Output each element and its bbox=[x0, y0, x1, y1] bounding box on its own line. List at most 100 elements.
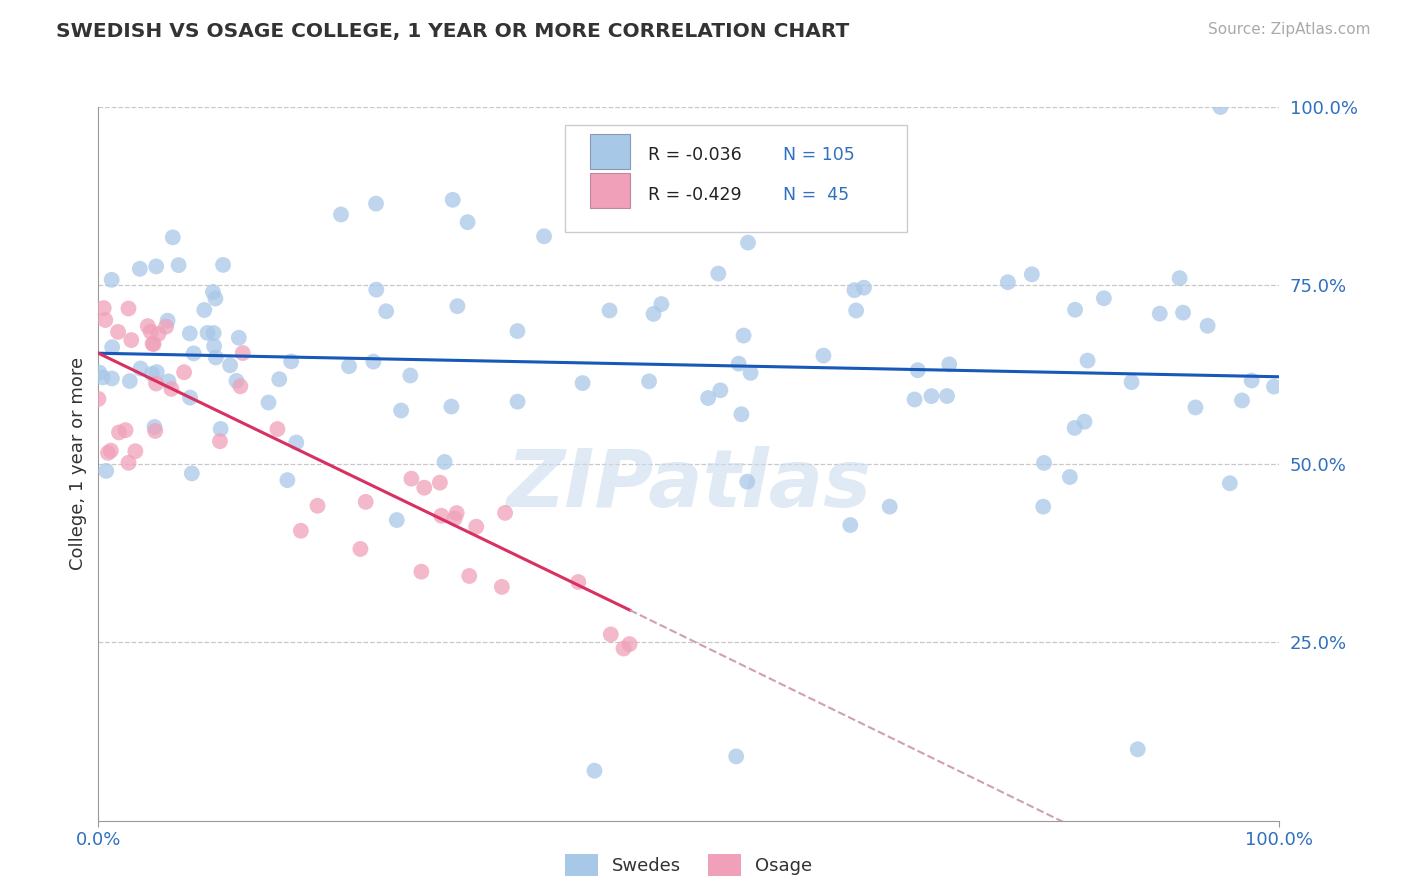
Point bbox=[142, 337, 165, 351]
Point bbox=[389, 403, 412, 417]
FancyBboxPatch shape bbox=[589, 173, 630, 209]
Point bbox=[443, 511, 465, 525]
Point bbox=[430, 508, 453, 523]
Point bbox=[173, 365, 195, 379]
Point bbox=[364, 196, 387, 211]
Point bbox=[93, 301, 115, 315]
Point bbox=[638, 375, 661, 389]
Point bbox=[1219, 476, 1241, 491]
Point bbox=[567, 574, 589, 589]
Point bbox=[1184, 401, 1206, 415]
Point bbox=[141, 367, 163, 381]
Point bbox=[136, 319, 159, 334]
Point bbox=[707, 267, 730, 281]
Point bbox=[108, 425, 131, 440]
Point bbox=[280, 354, 302, 368]
Point bbox=[465, 519, 488, 533]
Point bbox=[725, 749, 748, 764]
Point bbox=[1021, 268, 1043, 282]
Point bbox=[124, 444, 146, 458]
Point bbox=[1033, 456, 1056, 470]
Point bbox=[650, 297, 672, 311]
Point bbox=[349, 541, 371, 556]
Y-axis label: College, 1 year or more: College, 1 year or more bbox=[69, 358, 87, 570]
Point bbox=[117, 301, 139, 316]
Point bbox=[142, 336, 165, 351]
Point bbox=[139, 325, 162, 339]
Point bbox=[1197, 318, 1219, 333]
Point bbox=[193, 303, 215, 318]
Point bbox=[266, 422, 288, 436]
Point bbox=[354, 495, 377, 509]
Point bbox=[1063, 421, 1085, 435]
Point bbox=[118, 374, 141, 388]
Point bbox=[733, 328, 755, 343]
Point bbox=[401, 472, 423, 486]
Point bbox=[1230, 393, 1253, 408]
Point bbox=[457, 215, 479, 229]
Point bbox=[839, 518, 862, 533]
Point bbox=[156, 314, 179, 328]
Point bbox=[120, 333, 142, 347]
Point bbox=[735, 475, 758, 489]
Point bbox=[599, 303, 621, 318]
Text: SWEDISH VS OSAGE COLLEGE, 1 YEAR OR MORE CORRELATION CHART: SWEDISH VS OSAGE COLLEGE, 1 YEAR OR MORE… bbox=[56, 22, 849, 41]
Point bbox=[997, 275, 1019, 289]
Point bbox=[385, 513, 408, 527]
Point bbox=[204, 351, 226, 365]
Point bbox=[619, 637, 641, 651]
Point bbox=[709, 384, 731, 398]
Point bbox=[257, 395, 280, 409]
Point bbox=[107, 325, 129, 339]
Point bbox=[737, 235, 759, 250]
Point bbox=[128, 261, 150, 276]
Point bbox=[413, 481, 436, 495]
Point bbox=[440, 400, 463, 414]
Point bbox=[100, 273, 122, 287]
Point bbox=[1263, 379, 1285, 393]
Point bbox=[219, 359, 242, 373]
Text: R = -0.429: R = -0.429 bbox=[648, 186, 741, 203]
Point bbox=[212, 258, 235, 272]
Point bbox=[87, 392, 110, 406]
Point bbox=[225, 374, 247, 388]
Point bbox=[290, 524, 312, 538]
Point bbox=[229, 379, 252, 393]
Point bbox=[337, 359, 360, 374]
Point bbox=[458, 569, 481, 583]
Point bbox=[613, 641, 636, 656]
Point bbox=[96, 464, 118, 478]
Point bbox=[363, 354, 385, 368]
Point bbox=[179, 391, 201, 405]
Point bbox=[143, 420, 166, 434]
Point bbox=[938, 357, 960, 371]
Point bbox=[1064, 302, 1087, 317]
Point bbox=[94, 313, 117, 327]
Point bbox=[100, 443, 122, 458]
Point bbox=[446, 299, 468, 313]
Point bbox=[204, 292, 226, 306]
Point bbox=[845, 303, 868, 318]
Point bbox=[643, 307, 665, 321]
Point bbox=[148, 326, 170, 341]
Point bbox=[813, 349, 835, 363]
Point bbox=[157, 375, 180, 389]
Text: N = 105: N = 105 bbox=[783, 146, 855, 164]
Point bbox=[129, 361, 152, 376]
Text: ZIPatlas: ZIPatlas bbox=[506, 446, 872, 524]
Point bbox=[201, 285, 224, 299]
Text: Source: ZipAtlas.com: Source: ZipAtlas.com bbox=[1208, 22, 1371, 37]
Point bbox=[494, 506, 516, 520]
Point bbox=[179, 326, 201, 341]
Point bbox=[145, 365, 167, 379]
Point bbox=[97, 446, 120, 460]
Point bbox=[740, 366, 762, 380]
Point bbox=[399, 368, 422, 383]
Point bbox=[117, 456, 139, 470]
Point bbox=[446, 506, 468, 520]
Point bbox=[1240, 374, 1263, 388]
Point bbox=[583, 764, 606, 778]
Point bbox=[143, 424, 166, 438]
Point bbox=[907, 363, 929, 377]
Point bbox=[730, 407, 752, 421]
